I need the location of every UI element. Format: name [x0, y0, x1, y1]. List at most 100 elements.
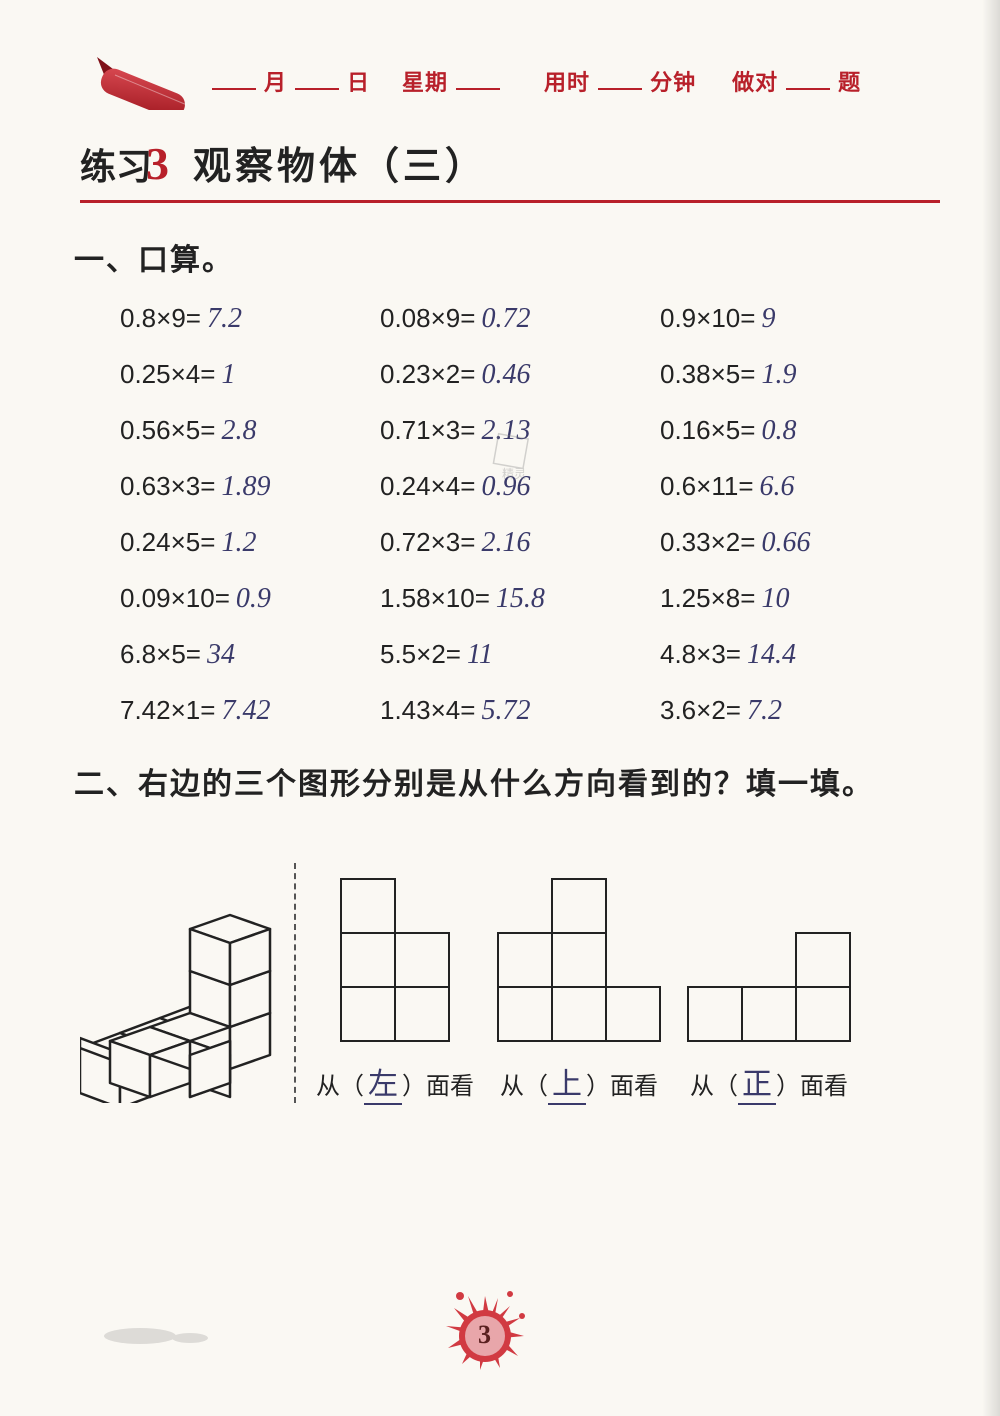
pencil-icon	[95, 55, 205, 110]
calc-answer[interactable]: 7.42	[221, 695, 270, 726]
view-top-icon	[494, 875, 664, 1045]
calc-answer[interactable]: 0.66	[761, 527, 810, 558]
calc-question: 0.24×4=	[380, 471, 475, 501]
calc-question: 1.25×8=	[660, 583, 755, 613]
view-front-col: 从（正）面看	[684, 929, 854, 1103]
label-questions: 题	[838, 65, 861, 97]
lesson-title: 练习3 观察物体（三）	[80, 135, 940, 203]
calc-answer[interactable]: 0.46	[481, 359, 530, 390]
calc-problem: 0.63×3=1.89	[120, 471, 380, 503]
view-left-label: 从（左）面看	[316, 1059, 474, 1103]
calc-problem: 0.16×5=0.8	[660, 415, 900, 447]
header-blanks: 月 日 星期 用时 分钟 做对 题	[210, 65, 940, 97]
calc-answer[interactable]: 11	[467, 639, 493, 670]
calc-question: 4.8×3=	[660, 639, 741, 669]
calc-question: 0.6×11=	[660, 471, 754, 501]
blank-minutes[interactable]	[598, 66, 642, 90]
label-time-used: 用时	[544, 65, 590, 97]
calc-question: 0.38×5=	[660, 359, 755, 389]
calc-answer[interactable]: 2.8	[221, 415, 256, 446]
calc-question: 0.24×5=	[120, 527, 215, 557]
calc-question: 6.8×5=	[120, 639, 201, 669]
label-month: 月	[264, 65, 287, 97]
answer-top[interactable]: 上	[548, 1059, 586, 1103]
title-prefix: 练习	[80, 147, 152, 187]
calc-problem: 0.23×2=0.46	[380, 359, 660, 391]
calc-problem: 0.6×11=6.6	[660, 471, 900, 503]
blank-weekday[interactable]	[456, 66, 500, 90]
calc-question: 0.33×2=	[660, 527, 755, 557]
calc-answer[interactable]: 0.8	[761, 415, 796, 446]
cube-3d-icon	[80, 883, 290, 1103]
calc-problem: 0.56×5=2.8	[120, 415, 380, 447]
calc-answer[interactable]: 0.9	[236, 583, 271, 614]
calc-answer[interactable]: 2.16	[481, 527, 530, 558]
calc-answer[interactable]: 6.6	[760, 471, 795, 502]
blank-month[interactable]	[212, 66, 256, 90]
calc-answer[interactable]: 1.9	[761, 359, 796, 390]
svg-text:精灵: 精灵	[502, 467, 526, 481]
page-number: 3	[478, 1320, 491, 1350]
calc-problem: 1.43×4=5.72	[380, 695, 660, 727]
view-left-col: 从（左）面看	[316, 875, 474, 1103]
calc-question: 5.5×2=	[380, 639, 461, 669]
view-front-icon	[684, 929, 854, 1045]
calc-problem: 3.6×2=7.2	[660, 695, 900, 727]
calc-question: 0.72×3=	[380, 527, 475, 557]
calc-answer[interactable]: 14.4	[747, 639, 796, 670]
title-text: 观察物体（三）	[193, 135, 487, 190]
calc-answer[interactable]: 9	[761, 303, 775, 334]
section2-heading: 二、右边的三个图形分别是从什么方向看到的？填一填。	[74, 759, 940, 803]
calc-answer[interactable]: 10	[761, 583, 789, 614]
calc-answer[interactable]: 1.89	[221, 471, 270, 502]
calc-answer[interactable]: 34	[207, 639, 235, 670]
calc-question: 0.56×5=	[120, 415, 215, 445]
calc-problem: 0.8×9=7.2	[120, 303, 380, 335]
view-left-icon	[337, 875, 453, 1045]
blank-day[interactable]	[295, 66, 339, 90]
view-top-label: 从（上）面看	[500, 1059, 658, 1103]
calc-answer[interactable]: 1.2	[221, 527, 256, 558]
calc-answer[interactable]: 5.72	[481, 695, 530, 726]
view-front-label: 从（正）面看	[690, 1059, 848, 1103]
section1-heading: 一、口算。	[74, 235, 940, 279]
calc-problem: 1.25×8=10	[660, 583, 900, 615]
dashed-divider	[294, 863, 296, 1103]
label-minutes: 分钟	[650, 65, 696, 97]
answer-front[interactable]: 正	[738, 1059, 776, 1103]
blank-correct[interactable]	[786, 66, 830, 90]
smudge-icon	[100, 1316, 220, 1356]
calc-question: 0.16×5=	[660, 415, 755, 445]
calc-problem: 0.09×10=0.9	[120, 583, 380, 615]
calc-question: 0.25×4=	[120, 359, 215, 389]
calc-question: 0.09×10=	[120, 583, 230, 613]
calc-answer[interactable]: 7.2	[207, 303, 242, 334]
section2-figures: 从（左）面看 从（上）面看 从（正）面看	[80, 843, 940, 1103]
calc-question: 1.43×4=	[380, 695, 475, 725]
watermark-icon: 精灵	[490, 430, 560, 490]
calc-problem: 4.8×3=14.4	[660, 639, 900, 671]
label-weekday: 星期	[402, 65, 448, 97]
calc-question: 0.08×9=	[380, 303, 475, 333]
calc-answer[interactable]: 0.72	[481, 303, 530, 334]
answer-left[interactable]: 左	[364, 1059, 402, 1103]
calc-question: 3.6×2=	[660, 695, 741, 725]
label-day: 日	[347, 65, 370, 97]
calc-problem: 0.33×2=0.66	[660, 527, 900, 559]
calc-question: 1.58×10=	[380, 583, 490, 613]
calc-problem: 1.58×10=15.8	[380, 583, 660, 615]
calc-answer[interactable]: 1	[221, 359, 235, 390]
calc-problem: 0.08×9=0.72	[380, 303, 660, 335]
calc-problem: 0.24×5=1.2	[120, 527, 380, 559]
calc-problem: 7.42×1=7.42	[120, 695, 380, 727]
calc-answer[interactable]: 7.2	[747, 695, 782, 726]
calc-grid: 0.8×9=7.20.08×9=0.720.9×10=90.25×4=10.23…	[120, 303, 940, 727]
calc-question: 0.8×9=	[120, 303, 201, 333]
calc-problem: 6.8×5=34	[120, 639, 380, 671]
calc-problem: 5.5×2=11	[380, 639, 660, 671]
title-number: 3	[146, 138, 169, 189]
view-top-col: 从（上）面看	[494, 875, 664, 1103]
calc-answer[interactable]: 15.8	[496, 583, 545, 614]
calc-question: 0.63×3=	[120, 471, 215, 501]
label-correct: 做对	[732, 65, 778, 97]
